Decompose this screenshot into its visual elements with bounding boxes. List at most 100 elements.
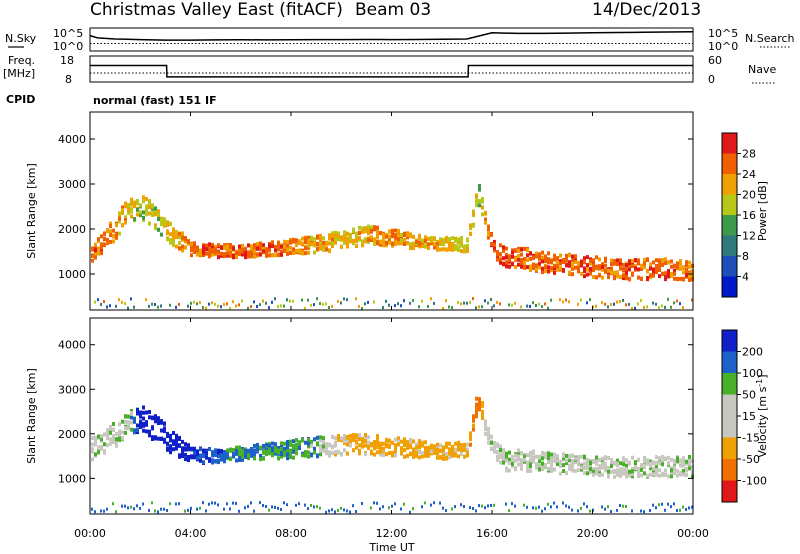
power-cell bbox=[571, 266, 574, 271]
velocity-cell bbox=[100, 437, 103, 442]
velocity-ground-cell bbox=[205, 509, 207, 513]
power-cell bbox=[463, 245, 466, 250]
power-cell bbox=[118, 219, 121, 224]
power-ground-cell bbox=[133, 305, 135, 309]
velocity-ground-cell bbox=[175, 502, 177, 506]
velocity-ground-cell bbox=[325, 510, 327, 514]
velocity-cell bbox=[649, 466, 652, 471]
power-cell bbox=[301, 236, 304, 241]
power-ground-cell bbox=[418, 305, 420, 309]
velocity-cell bbox=[631, 469, 634, 474]
power-cell bbox=[337, 237, 340, 242]
power-ground-cell bbox=[325, 302, 327, 306]
velocity-cell bbox=[109, 430, 112, 435]
velocity-ground-cell bbox=[313, 505, 315, 509]
velocity-cell bbox=[565, 458, 568, 463]
velocity-ground-cell bbox=[631, 509, 633, 513]
power-cell bbox=[661, 262, 664, 267]
power-cell bbox=[307, 250, 310, 255]
power-cell bbox=[532, 266, 535, 271]
power-cell bbox=[301, 241, 304, 246]
power-cell bbox=[334, 240, 337, 245]
velocity-cell bbox=[214, 453, 217, 458]
power-cell bbox=[328, 233, 331, 238]
velocity-cell bbox=[376, 439, 379, 444]
velocity-cell bbox=[160, 419, 163, 424]
power-ground-cell bbox=[658, 306, 660, 310]
power-cell bbox=[466, 244, 469, 248]
velocity-cell bbox=[388, 451, 391, 455]
power-cell bbox=[667, 271, 670, 276]
power-cell bbox=[361, 227, 364, 232]
power-cell bbox=[184, 245, 187, 250]
power-cell bbox=[541, 255, 544, 260]
nave-tick-bottom: 0 bbox=[708, 73, 715, 86]
power-cell bbox=[373, 241, 376, 246]
power-cell bbox=[154, 223, 157, 228]
power-cell bbox=[646, 269, 649, 274]
velocity-cell bbox=[169, 450, 172, 455]
velocity-cell bbox=[295, 447, 298, 452]
velocity-cell bbox=[202, 460, 205, 465]
velocity-cell bbox=[523, 454, 526, 459]
power-ground-cell bbox=[691, 298, 693, 302]
power-cell bbox=[364, 239, 367, 244]
velocity-cell bbox=[301, 438, 304, 443]
velocity-cell bbox=[259, 453, 262, 458]
power-cell bbox=[562, 268, 565, 273]
velocity-cell bbox=[370, 451, 373, 456]
noise-left-tick-bottom: 10^0 bbox=[53, 40, 83, 53]
velocity-ground-cell bbox=[691, 505, 693, 509]
power-cell bbox=[673, 268, 676, 273]
power-ground-cell bbox=[322, 302, 324, 306]
velocity-cell bbox=[253, 443, 256, 448]
power-colorbar-label: Power [dB] bbox=[756, 181, 769, 241]
power-cell bbox=[292, 247, 295, 252]
power-ground-cell bbox=[193, 300, 195, 304]
velocity-cell bbox=[295, 438, 298, 442]
velocity-cell bbox=[421, 442, 424, 447]
velocity-cell bbox=[220, 449, 223, 454]
velocity-cell bbox=[427, 453, 430, 458]
power-ground-cell bbox=[478, 305, 480, 309]
velocity-cell bbox=[271, 452, 274, 457]
power-cell bbox=[469, 223, 472, 228]
velocity-cell bbox=[298, 445, 301, 450]
power-cell bbox=[484, 220, 487, 225]
power-scatter-layer bbox=[91, 184, 694, 310]
velocity-cell bbox=[442, 448, 445, 452]
velocity-cell bbox=[490, 434, 493, 439]
velocity-cell bbox=[277, 450, 280, 455]
velocity-cell bbox=[157, 421, 160, 425]
power-cell bbox=[643, 265, 646, 270]
power-cell bbox=[493, 248, 496, 253]
velocity-cell bbox=[265, 449, 268, 454]
velocity-cell bbox=[181, 439, 184, 444]
power-cell bbox=[520, 258, 523, 262]
velocity-cell bbox=[415, 454, 418, 458]
velocity-cell bbox=[265, 444, 268, 449]
velocity-cell bbox=[466, 450, 469, 455]
power-cell bbox=[334, 237, 337, 242]
velocity-cell bbox=[607, 466, 610, 470]
velocity-cell bbox=[673, 467, 676, 471]
power-ground-cell bbox=[427, 304, 429, 308]
power-cell bbox=[586, 272, 589, 277]
velocity-cell bbox=[544, 463, 547, 468]
power-ground-cell bbox=[586, 301, 588, 305]
velocity-ground-cell bbox=[625, 505, 627, 508]
velocity-cell bbox=[268, 443, 271, 448]
velocity-cell bbox=[685, 473, 688, 477]
velocity-cell bbox=[292, 446, 295, 451]
velocity-ground-cell bbox=[91, 507, 93, 511]
velocity-cell bbox=[196, 456, 199, 461]
velocity-ground-cell bbox=[310, 504, 312, 507]
velocity-cell bbox=[268, 451, 271, 456]
velocity-cell bbox=[418, 445, 421, 450]
velocity-cell bbox=[103, 442, 106, 447]
power-cell bbox=[346, 244, 349, 249]
power-cell bbox=[583, 260, 586, 265]
power-ground-cell bbox=[412, 299, 414, 303]
velocity-cell bbox=[328, 450, 331, 455]
